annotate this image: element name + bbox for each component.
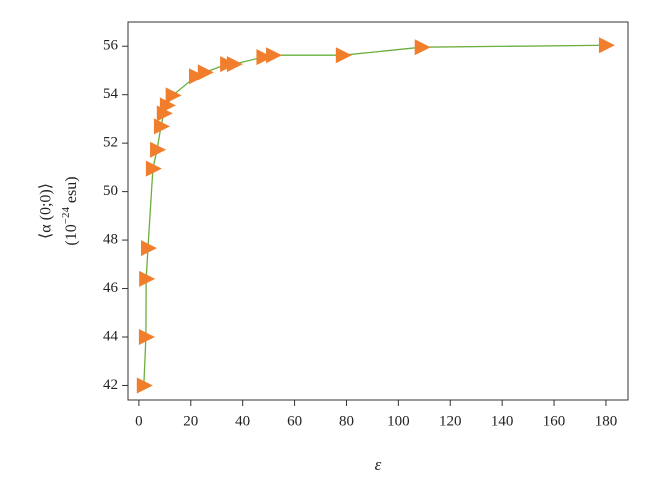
x-tick-label: 60 — [287, 413, 302, 429]
x-tick-label: 20 — [183, 413, 198, 429]
data-line — [143, 44, 606, 386]
x-tick-label: 40 — [235, 413, 250, 429]
x-tick-label: 0 — [135, 413, 143, 429]
x-tick-label: 80 — [339, 413, 354, 429]
x-axis-label: ε — [375, 455, 382, 474]
y-tick-label: 46 — [103, 280, 119, 296]
marker — [197, 64, 214, 81]
x-tick-label: 180 — [595, 413, 618, 429]
marker — [414, 39, 431, 56]
marker — [159, 97, 176, 114]
y-axis-unit: (10−24 esu) — [60, 176, 80, 245]
marker — [153, 118, 170, 135]
y-tick-label: 48 — [103, 232, 118, 248]
marker — [145, 160, 162, 177]
x-tick-label: 120 — [439, 413, 462, 429]
marker — [140, 240, 157, 257]
y-tick-label: 56 — [103, 38, 119, 54]
y-tick-label: 42 — [103, 377, 118, 393]
y-tick-label: 44 — [103, 328, 119, 344]
y-axis-label: ⟨α (0;0)⟩ — [38, 183, 55, 239]
marker — [139, 270, 156, 287]
marker — [335, 47, 352, 64]
y-tick-label: 54 — [103, 86, 119, 102]
marker — [598, 37, 615, 54]
x-tick-label: 160 — [543, 413, 566, 429]
unit-rest: esu) — [63, 176, 80, 207]
y-tick-label: 50 — [103, 183, 118, 199]
y-tick-label: 52 — [103, 135, 118, 151]
marker — [188, 68, 205, 85]
plot-frame — [127, 21, 629, 401]
marker — [226, 56, 243, 73]
unit-exponent: −24 — [60, 207, 72, 225]
marker — [138, 329, 155, 345]
marker — [266, 47, 283, 64]
x-tick-label: 140 — [491, 413, 514, 429]
marker — [256, 49, 273, 66]
x-tick-label: 100 — [387, 413, 410, 429]
marker — [165, 87, 182, 104]
marker — [150, 141, 167, 158]
unit-base: (10 — [63, 224, 80, 245]
marker — [136, 377, 153, 394]
